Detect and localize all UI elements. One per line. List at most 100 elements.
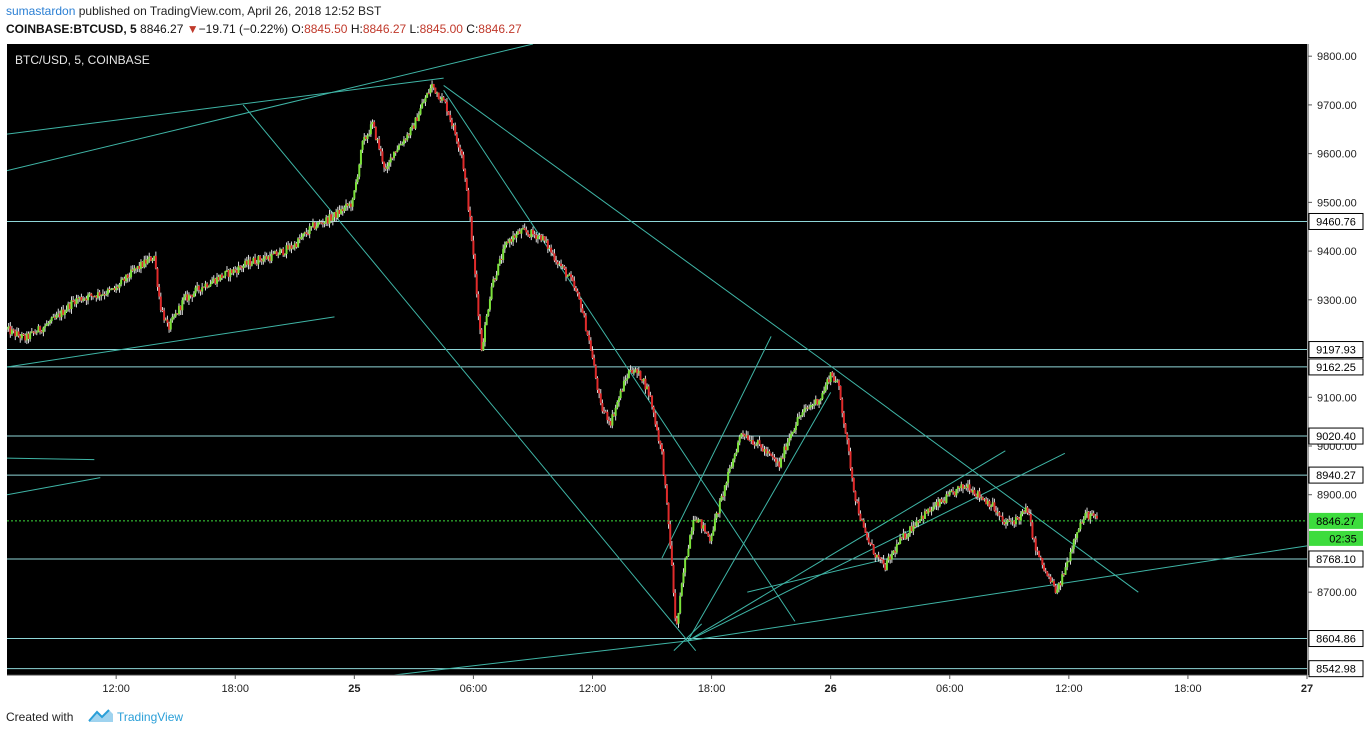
high-label: H: <box>350 22 363 36</box>
trend-line-12[interactable] <box>687 450 1006 642</box>
candle-body-621 <box>1033 537 1036 539</box>
trend-line-8[interactable] <box>826 362 1139 593</box>
trend-line-2[interactable] <box>7 316 335 368</box>
candle-body-94 <box>161 310 164 312</box>
candle-body-381 <box>636 369 639 374</box>
current-price-label: 8846.27 <box>1316 516 1356 528</box>
author-link[interactable]: sumastardon <box>6 4 76 18</box>
candle-body-506 <box>842 413 845 424</box>
x-tick-label-10: 27 <box>1301 683 1313 695</box>
candle-body-33 <box>60 309 63 318</box>
candle-body-634 <box>1054 585 1057 593</box>
candle-body-251 <box>421 103 424 109</box>
trend-line-11[interactable] <box>687 392 832 642</box>
candle-body-483 <box>804 407 807 410</box>
candle-body-40 <box>72 300 75 302</box>
candle-body-598 <box>995 510 998 513</box>
candle-body-197 <box>331 217 334 221</box>
candle-body-120 <box>204 283 207 288</box>
trend-line-16[interactable] <box>673 623 703 651</box>
candle-body-614 <box>1021 511 1024 515</box>
candle-body-342 <box>571 277 574 281</box>
candle-body-486 <box>809 405 812 408</box>
trend-line-4[interactable] <box>7 477 101 496</box>
candle-body-633 <box>1052 581 1055 586</box>
candle-body-564 <box>938 499 941 507</box>
trend-line-7[interactable] <box>443 85 827 364</box>
candle-body-233 <box>391 157 394 159</box>
trend-line-3[interactable] <box>7 457 95 461</box>
candle-body-558 <box>928 508 931 512</box>
candle-body-220 <box>369 124 372 135</box>
candle-body-488 <box>813 404 816 406</box>
candle-body-620 <box>1031 522 1034 538</box>
candle-body-247 <box>414 117 417 129</box>
candle-body-502 <box>836 380 839 382</box>
candle-body-433 <box>722 495 725 497</box>
price-level-label-7: 8542.98 <box>1316 664 1356 676</box>
candle-body-490 <box>816 398 819 405</box>
candle-body-245 <box>411 125 414 128</box>
candle-body-36 <box>65 309 68 312</box>
candle-body-476 <box>793 430 796 432</box>
y-tick-label-9: 8700.00 <box>1317 587 1357 599</box>
candle-body-223 <box>374 126 377 140</box>
candle-body-583 <box>970 490 973 493</box>
candle-body-596 <box>991 502 994 506</box>
price-level-badge-6 <box>1308 630 1364 648</box>
open-value: 8845.50 <box>304 22 348 36</box>
candle-body-225 <box>378 139 381 149</box>
time-axis-ticks: 12:00 18:00 25 06:00 12:00 18:00 26 06:00 12:00 1… <box>102 675 1313 695</box>
candle-body-214 <box>359 149 362 165</box>
time-axis[interactable] <box>7 675 1307 700</box>
candle-body-514 <box>856 501 859 503</box>
low-value: 8845.00 <box>419 22 463 36</box>
price-chart[interactable]: BTC/USD, 5, COINBASE 9800.00 9700.00 9600.… <box>0 44 1372 700</box>
tradingview-logo-icon[interactable] <box>88 708 114 724</box>
trend-line-0[interactable] <box>7 77 444 135</box>
candle-body-160 <box>270 253 273 261</box>
tradingview-brand-link[interactable]: TradingView <box>117 710 184 724</box>
candle-body-619 <box>1029 514 1032 523</box>
candle-body-453 <box>755 444 758 446</box>
candle-body-211 <box>354 182 357 191</box>
candle-body-140 <box>237 265 240 274</box>
candle-body-467 <box>778 461 781 468</box>
candle-body-523 <box>871 543 874 545</box>
candle-body-402 <box>670 545 673 565</box>
candle-body-600 <box>998 512 1001 516</box>
candle-body-418 <box>697 519 700 523</box>
candle-body-587 <box>976 491 979 497</box>
candle-body-264 <box>442 97 445 101</box>
candle-body-463 <box>771 455 774 458</box>
price-change: −19.71 (−0.22%) <box>198 22 289 36</box>
candle-body-459 <box>765 449 768 454</box>
trend-line-15[interactable] <box>747 557 891 593</box>
candle-body-422 <box>703 525 706 532</box>
trend-line-5[interactable] <box>242 104 697 651</box>
trend-line-6[interactable] <box>443 90 796 622</box>
trend-line-13[interactable] <box>687 452 1066 642</box>
candle-body-522 <box>869 542 872 544</box>
plot-area[interactable] <box>7 44 1307 675</box>
candle-body-656 <box>1090 513 1093 515</box>
candle-body-599 <box>996 512 999 514</box>
candle-body-455 <box>758 440 761 445</box>
candle-body-624 <box>1038 550 1041 558</box>
price-level-badge-3 <box>1308 427 1364 445</box>
y-tick-label-3: 9500.00 <box>1317 197 1357 209</box>
candle-body-409 <box>682 572 685 584</box>
candle-body-400 <box>667 502 670 525</box>
candle-body-416 <box>694 519 697 521</box>
candle-body-56 <box>98 292 101 297</box>
candle-body-443 <box>738 436 741 443</box>
candle-body-582 <box>968 484 971 491</box>
x-tick-label-3: 06:00 <box>460 683 488 695</box>
trend-line-9[interactable] <box>687 545 1307 642</box>
candle-body-646 <box>1074 538 1077 540</box>
price-level-label-3: 9020.40 <box>1316 431 1356 443</box>
trend-line-1[interactable] <box>7 44 534 172</box>
candle-body-537 <box>894 550 897 553</box>
candle-body-175 <box>295 243 298 248</box>
trend-line-10[interactable] <box>393 640 688 675</box>
